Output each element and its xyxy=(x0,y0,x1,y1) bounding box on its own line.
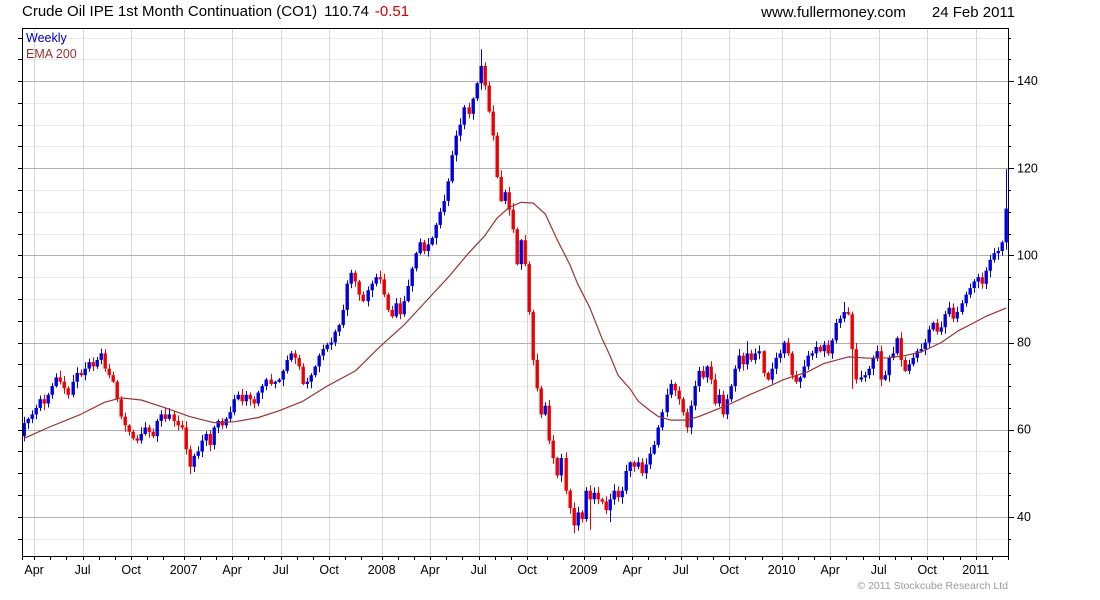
svg-text:Jul: Jul xyxy=(471,563,487,577)
svg-text:80: 80 xyxy=(1017,336,1031,350)
svg-text:2008: 2008 xyxy=(368,563,396,577)
svg-text:Oct: Oct xyxy=(319,563,339,577)
svg-text:2007: 2007 xyxy=(170,563,198,577)
svg-text:Apr: Apr xyxy=(420,563,439,577)
svg-text:2010: 2010 xyxy=(768,563,796,577)
svg-text:Apr: Apr xyxy=(222,563,241,577)
svg-text:40: 40 xyxy=(1017,510,1031,524)
svg-text:Oct: Oct xyxy=(917,563,937,577)
ema-line xyxy=(23,201,1007,439)
header-right: www.fullermoney.com 24 Feb 2011 xyxy=(761,4,1015,21)
svg-text:Jul: Jul xyxy=(673,563,689,577)
chart-title-bar: Crude Oil IPE 1st Month Continuation (CO… xyxy=(22,3,409,20)
legend-ema: EMA 200 xyxy=(26,47,77,61)
price-change: -0.51 xyxy=(374,3,410,20)
svg-text:Oct: Oct xyxy=(517,563,537,577)
svg-text:Apr: Apr xyxy=(24,563,43,577)
svg-text:Oct: Oct xyxy=(719,563,739,577)
plot-border xyxy=(22,28,1009,557)
svg-text:120: 120 xyxy=(1017,161,1038,175)
copyright-notice: © 2011 Stockcube Research Ltd xyxy=(857,580,1008,592)
svg-text:140: 140 xyxy=(1017,74,1038,88)
svg-text:Oct: Oct xyxy=(121,563,141,577)
svg-text:Apr: Apr xyxy=(622,563,641,577)
svg-text:Apr: Apr xyxy=(820,563,839,577)
svg-text:2009: 2009 xyxy=(570,563,598,577)
website-link[interactable]: www.fullermoney.com xyxy=(761,4,906,21)
gridlines-vertical xyxy=(34,28,977,556)
last-price: 110.74 xyxy=(324,3,369,20)
svg-text:Jul: Jul xyxy=(273,563,289,577)
svg-text:Jul: Jul xyxy=(75,563,91,577)
legend-timeframe: Weekly xyxy=(26,31,67,45)
instrument-title: Crude Oil IPE 1st Month Continuation (CO… xyxy=(22,3,318,20)
chart-legend: Weekly EMA 200 xyxy=(26,30,77,62)
x-axis: Apr Jul Oct 2007 Apr Jul Oct 2008 Apr Jul Oct 2009 A… xyxy=(22,556,1009,577)
chart-date: 24 Feb 2011 xyxy=(931,4,1015,21)
svg-text:60: 60 xyxy=(1017,423,1031,437)
svg-text:2011: 2011 xyxy=(962,563,989,577)
svg-text:100: 100 xyxy=(1017,248,1038,262)
y-axis: 40 60 80 100 120 140 xyxy=(18,38,1038,540)
gridlines-minor xyxy=(22,38,1008,540)
candlesticks xyxy=(22,49,1008,534)
svg-text:Jul: Jul xyxy=(871,563,887,577)
